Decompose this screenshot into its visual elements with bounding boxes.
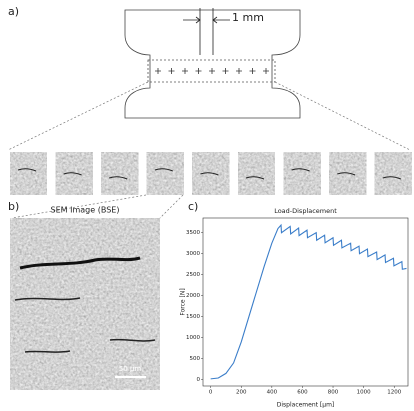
indent: [209, 68, 215, 74]
chart-title: Load-Displacement: [274, 207, 337, 215]
y-tick-label: 500: [190, 356, 201, 362]
plot-frame: [203, 218, 408, 386]
thumbnail: [238, 152, 275, 195]
thumbnail: [56, 152, 93, 195]
figure: a) 1 mm b) SEM Image (BSE) 50 µm c) Load…: [0, 0, 414, 411]
thumbnail: [192, 152, 229, 195]
thumbnail: [284, 152, 321, 195]
indent: [236, 68, 242, 74]
y-tick-label: 0: [197, 377, 201, 383]
indent: [155, 68, 161, 74]
y-tick-label: 3500: [186, 230, 200, 236]
indent: [223, 68, 229, 74]
thumbnail-row: [10, 152, 412, 195]
scale-text: 1 mm: [232, 11, 264, 24]
x-tick-label: 400: [267, 390, 278, 396]
x-tick-label: 200: [236, 390, 247, 396]
thumbnail: [10, 152, 47, 195]
x-tick-label: 1000: [357, 390, 371, 396]
thumbnail: [329, 152, 366, 195]
indent: [169, 68, 175, 74]
x-tick-label: 0: [209, 390, 213, 396]
panel-label: a): [8, 5, 19, 18]
x-tick-label: 600: [297, 390, 308, 396]
zoom-line: [275, 82, 410, 150]
panel-label: c): [188, 200, 198, 213]
specimen-outline: [125, 10, 300, 118]
thumbnail: [101, 152, 138, 195]
indent: [196, 68, 202, 74]
chart: Load-Displacement05001000150020002500300…: [180, 207, 409, 409]
image-scale-text: 50 µm: [119, 365, 142, 373]
y-tick-label: 3000: [186, 251, 200, 257]
image-title: SEM Image (BSE): [51, 206, 120, 215]
data-line: [211, 225, 407, 379]
y-tick-label: 2500: [186, 272, 200, 278]
panel-label: b): [8, 200, 19, 213]
y-tick-label: 1000: [186, 335, 200, 341]
y-tick-label: 1500: [186, 314, 200, 320]
page: a) 1 mm b) SEM Image (BSE) 50 µm c) Load…: [0, 0, 414, 411]
x-axis-label: Displacement [µm]: [277, 402, 335, 409]
y-tick-label: 2000: [186, 293, 200, 299]
indent-marks: [155, 68, 269, 74]
thumbnail: [147, 152, 184, 195]
x-tick-label: 800: [328, 390, 339, 396]
indent: [250, 68, 256, 74]
zoom-line: [160, 195, 183, 218]
thumbnail: [375, 152, 412, 195]
zoom-line: [8, 82, 148, 150]
scale-arrows: [183, 17, 230, 23]
y-axis-label: Force [N]: [180, 288, 187, 315]
indent: [182, 68, 188, 74]
indent: [263, 68, 269, 74]
x-tick-label: 1200: [387, 390, 401, 396]
